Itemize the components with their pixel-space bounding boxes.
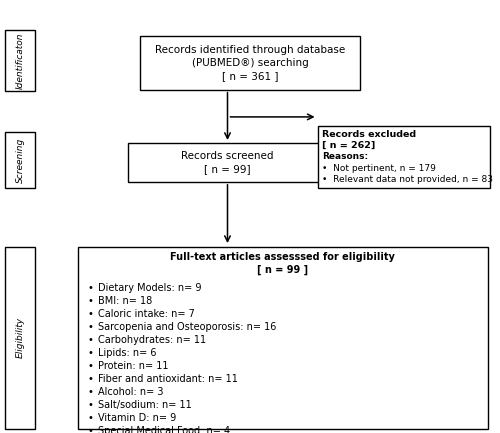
Text: Sarcopenia and Osteoporosis: n= 16: Sarcopenia and Osteoporosis: n= 16	[98, 322, 277, 332]
Text: Screening: Screening	[16, 138, 24, 183]
Text: [ n = 99 ]: [ n = 99 ]	[257, 265, 308, 275]
Text: BMI: n= 18: BMI: n= 18	[98, 296, 153, 306]
FancyBboxPatch shape	[5, 30, 35, 91]
Text: Salt/sodium: n= 11: Salt/sodium: n= 11	[98, 400, 192, 410]
Text: Dietary Models: n= 9: Dietary Models: n= 9	[98, 283, 202, 293]
FancyBboxPatch shape	[128, 143, 328, 182]
Text: Protein: n= 11: Protein: n= 11	[98, 361, 169, 371]
FancyBboxPatch shape	[5, 247, 35, 429]
Text: Lipids: n= 6: Lipids: n= 6	[98, 348, 157, 358]
Text: •: •	[87, 374, 93, 384]
Text: Eligibility: Eligibility	[16, 317, 24, 358]
Text: •  Relevant data not provided, n = 83: • Relevant data not provided, n = 83	[322, 175, 494, 184]
Text: Special Medical Food: n= 4: Special Medical Food: n= 4	[98, 426, 230, 433]
Text: •: •	[87, 426, 93, 433]
Text: •: •	[87, 387, 93, 397]
Text: [ n = 262]: [ n = 262]	[322, 141, 376, 150]
Text: •: •	[87, 348, 93, 358]
Text: Fiber and antioxidant: n= 11: Fiber and antioxidant: n= 11	[98, 374, 238, 384]
Text: Records excluded: Records excluded	[322, 130, 416, 139]
Text: •: •	[87, 361, 93, 371]
Text: Alcohol: n= 3: Alcohol: n= 3	[98, 387, 164, 397]
Text: •: •	[87, 400, 93, 410]
Text: •  Not pertinent, n = 179: • Not pertinent, n = 179	[322, 164, 436, 173]
Text: •: •	[87, 283, 93, 293]
FancyBboxPatch shape	[140, 36, 360, 90]
Text: •: •	[87, 335, 93, 345]
Text: Vitamin D: n= 9: Vitamin D: n= 9	[98, 413, 177, 423]
Text: Records screened
[ n = 99]: Records screened [ n = 99]	[181, 151, 274, 174]
Text: Identificaton: Identificaton	[16, 32, 24, 89]
Text: •: •	[87, 322, 93, 332]
Text: Caloric intake: n= 7: Caloric intake: n= 7	[98, 309, 196, 319]
Text: •: •	[87, 296, 93, 306]
Text: Carbohydrates: n= 11: Carbohydrates: n= 11	[98, 335, 206, 345]
Text: Full-text articles assesssed for eligibility: Full-text articles assesssed for eligibi…	[170, 252, 395, 262]
FancyBboxPatch shape	[318, 126, 490, 188]
Text: •: •	[87, 413, 93, 423]
Text: Records identified through database
(PUBMED®) searching
[ n = 361 ]: Records identified through database (PUB…	[155, 45, 345, 81]
FancyBboxPatch shape	[5, 132, 35, 188]
FancyBboxPatch shape	[78, 247, 488, 429]
Text: Reasons:: Reasons:	[322, 152, 368, 162]
Text: •: •	[87, 309, 93, 319]
